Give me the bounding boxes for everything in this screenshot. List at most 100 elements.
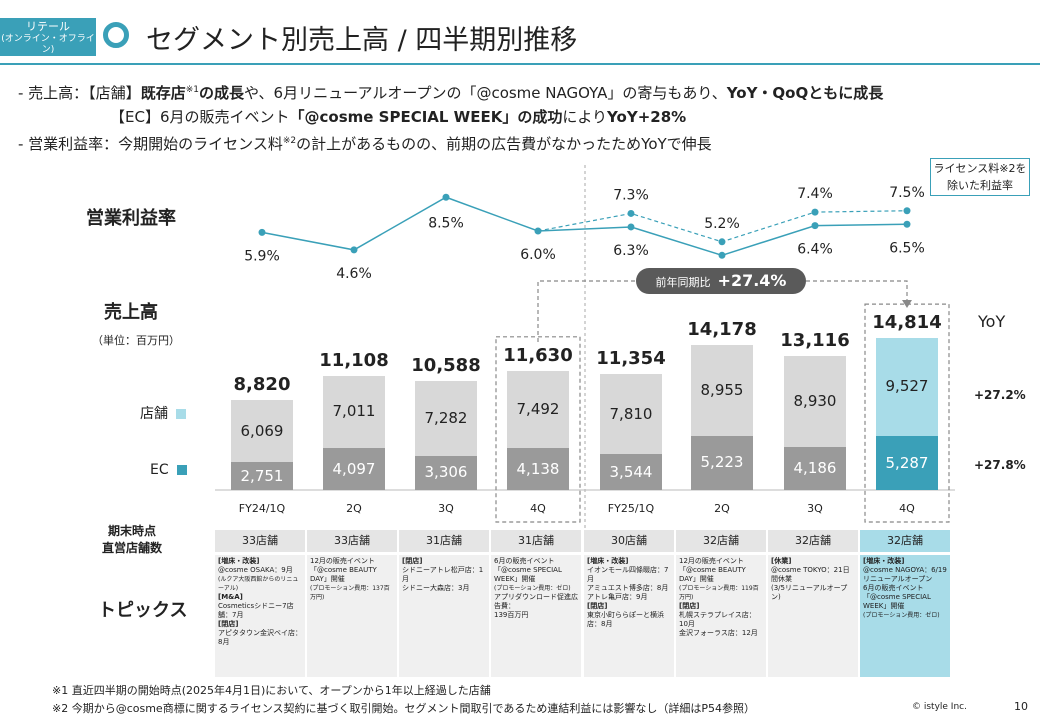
bullet-margin: - 営業利益率：今期開始のライセンス料※2の計上があるものの、前期の広告費がなか… bbox=[18, 129, 883, 156]
copyright: © istyle Inc. bbox=[912, 702, 967, 712]
margin-line bbox=[261, 196, 908, 257]
topic-cell: 12月の販売イベント 「@cosme BEAUTY DAY」開催 (プロモーション費… bbox=[676, 555, 766, 677]
topic-line: アミュエスト博多店：8月 bbox=[587, 584, 669, 592]
badge-line2: (オンライン・オフライン) bbox=[1, 33, 95, 55]
bar-store: 9,527 bbox=[876, 338, 938, 436]
bar-store: 7,282 bbox=[415, 381, 477, 457]
topic-cell: 12月の販売イベント 「@cosme BEAUTY DAY」開催 (プロモーション費… bbox=[307, 555, 397, 677]
margin-excl-label: 7.5% bbox=[889, 185, 925, 201]
footnote-ref: ※2 bbox=[282, 136, 297, 146]
bullet-bold: YoY+28% bbox=[607, 108, 687, 126]
topic-line: 「@cosme SPECIAL WEEK」開催 bbox=[494, 566, 562, 583]
bar-ec-label: 5,287 bbox=[885, 453, 929, 472]
bullet-bold: の成長 bbox=[198, 84, 244, 102]
store-count-cell: 33店舗 bbox=[215, 530, 305, 552]
legend-store-text: 店舗 bbox=[140, 406, 168, 422]
topic-line: 「@cosme SPECIAL WEEK」開催 bbox=[863, 593, 931, 610]
x-tick-label: 2Q bbox=[714, 502, 730, 515]
topic-line: @cosme TOKYO：21日間休業 bbox=[771, 566, 850, 583]
bullet-text: や、6月リニューアルオープンの「@cosme NAGOYA」の寄与もあり、 bbox=[244, 84, 727, 102]
topic-line: アピタタウン金沢ベイ店：8月 bbox=[218, 629, 302, 646]
topic-line: 139百万円 bbox=[494, 611, 529, 619]
margin-label: 6.3% bbox=[613, 243, 649, 259]
bar-store-label: 7,282 bbox=[424, 409, 468, 428]
bar-store-label: 7,011 bbox=[332, 402, 376, 421]
store-count-label-line1: 期末時点 bbox=[107, 524, 156, 538]
ring-icon bbox=[103, 22, 129, 48]
bar-ec: 4,097 bbox=[323, 448, 385, 490]
margin-point bbox=[350, 246, 358, 254]
margin-point bbox=[627, 223, 635, 231]
yoy-callout-label: 前年同期比 bbox=[655, 276, 711, 289]
yoy-callout-value: +27.4% bbox=[717, 271, 787, 290]
bullet-text: - 売上高：【店舗】 bbox=[18, 84, 141, 102]
bar-store-label: 7,810 bbox=[609, 404, 653, 423]
topic-line: (プロモーション費用：ゼロ) bbox=[863, 612, 940, 619]
unit-label: （単位：百万円） bbox=[92, 334, 180, 347]
margin-point bbox=[718, 251, 726, 259]
topic-line: [閉店] bbox=[402, 557, 423, 565]
topic-line: 「@cosme BEAUTY DAY」開催 bbox=[679, 566, 746, 583]
legend-store-swatch bbox=[176, 409, 186, 419]
store-count-cell: 30店舗 bbox=[584, 530, 674, 552]
bar-store-label: 7,492 bbox=[516, 399, 560, 418]
bullet-text: の計上があるものの、前期の広告費がなかったためYoYで伸長 bbox=[296, 135, 712, 153]
bar-ec: 4,186 bbox=[784, 447, 846, 490]
x-tick-label: FY25/1Q bbox=[607, 502, 655, 515]
yoy-ec: +27.8% bbox=[974, 458, 1026, 472]
legend-ec-swatch bbox=[176, 465, 187, 475]
topic-line: Cosmeticsシドニー7店舗：7月 bbox=[218, 602, 294, 619]
margin-label: 4.6% bbox=[336, 266, 372, 282]
margin-point bbox=[442, 193, 450, 201]
bar-store: 7,810 bbox=[600, 373, 662, 454]
margin-point bbox=[811, 222, 819, 230]
yoy-store: +27.2% bbox=[974, 388, 1026, 402]
bullet-bold: 既存店 bbox=[140, 84, 186, 102]
summary-bullets: - 売上高：【店舗】既存店※1の成長や、6月リニューアルオープンの「@cosme… bbox=[18, 78, 883, 156]
bar-total-label: 11,108 bbox=[319, 350, 389, 372]
bar-total-label: 14,814 bbox=[872, 312, 942, 334]
topic-cell: [増床・改装] @cosme OSAKA：9月 (ルクア大阪西館からのリニューアル)… bbox=[215, 555, 305, 677]
margin-label: 8.5% bbox=[428, 215, 464, 231]
yoy-header: YoY bbox=[978, 312, 1006, 331]
x-tick-label: 3Q bbox=[807, 502, 823, 515]
topic-cell: [増床・改装] イオンモール四條畷店：7月 アミュエスト博多店：8月 アトレ亀戸店：9… bbox=[584, 555, 674, 677]
bar-total-label: 11,354 bbox=[596, 347, 666, 369]
bullet-sales: - 売上高：【店舗】既存店※1の成長や、6月リニューアルオープンの「@cosme… bbox=[18, 78, 883, 105]
store-count-cell: 32店舗 bbox=[768, 530, 858, 552]
topic-line: 東京小町ららぽーと横浜店：8月 bbox=[587, 611, 664, 628]
topic-line: [閉店] bbox=[218, 620, 239, 628]
topic-line: 6月の販売イベント bbox=[863, 584, 924, 592]
bar-ec: 4,138 bbox=[507, 447, 569, 490]
margin-excl-point bbox=[903, 207, 911, 215]
badge-line1: リテール bbox=[26, 20, 70, 33]
topic-line: (ルクア大阪西館からのリニューアル) bbox=[218, 576, 299, 592]
store-count-label-line2: 直営店舗数 bbox=[101, 541, 162, 555]
x-tick-label: 2Q bbox=[346, 502, 362, 515]
topic-line: (プロモーション費用：ゼロ) bbox=[494, 585, 571, 592]
topic-line: [増床・改装] bbox=[218, 557, 260, 565]
license-note-box: ライセンス料※2を 除いた利益率 bbox=[930, 158, 1030, 196]
license-note-line1: ライセンス料※2を bbox=[933, 162, 1027, 175]
bullet-sales-ec: 【EC】6月の販売イベント「@cosme SPECIAL WEEK」の成功により… bbox=[18, 105, 883, 129]
bullet-bold: 「@cosme SPECIAL WEEK」の成功 bbox=[289, 108, 563, 126]
bar-store: 6,069 bbox=[231, 399, 293, 462]
topic-line: (プロモーション費用：137百万円) bbox=[310, 585, 390, 601]
yoy-callout: 前年同期比 +27.4% bbox=[636, 268, 806, 294]
bar-ec-label: 4,097 bbox=[332, 460, 376, 478]
bar-store: 7,011 bbox=[323, 376, 385, 448]
margin-excl-label: 7.3% bbox=[613, 187, 649, 203]
legend-store: 店舗 bbox=[140, 403, 186, 423]
store-count-cell: 33店舗 bbox=[307, 530, 397, 552]
yoy-arrow-icon bbox=[902, 300, 912, 308]
topic-line: 「@cosme BEAUTY DAY」開催 bbox=[310, 566, 377, 583]
topic-line: 12月の販売イベント bbox=[679, 557, 744, 565]
topic-line: シドニーアトレ松戸店：1月 bbox=[402, 566, 484, 583]
topic-line: アプリダウンロード促進広告費： bbox=[494, 593, 578, 610]
bullet-text: - 営業利益率：今期開始のライセンス料 bbox=[18, 135, 283, 153]
bar-store-label: 9,527 bbox=[885, 377, 929, 396]
bar-ec-label: 3,306 bbox=[424, 463, 468, 482]
topic-line: [増床・改装] bbox=[587, 557, 629, 565]
bar-ec-label: 4,186 bbox=[793, 459, 837, 478]
margin-label: 6.0% bbox=[520, 247, 556, 263]
